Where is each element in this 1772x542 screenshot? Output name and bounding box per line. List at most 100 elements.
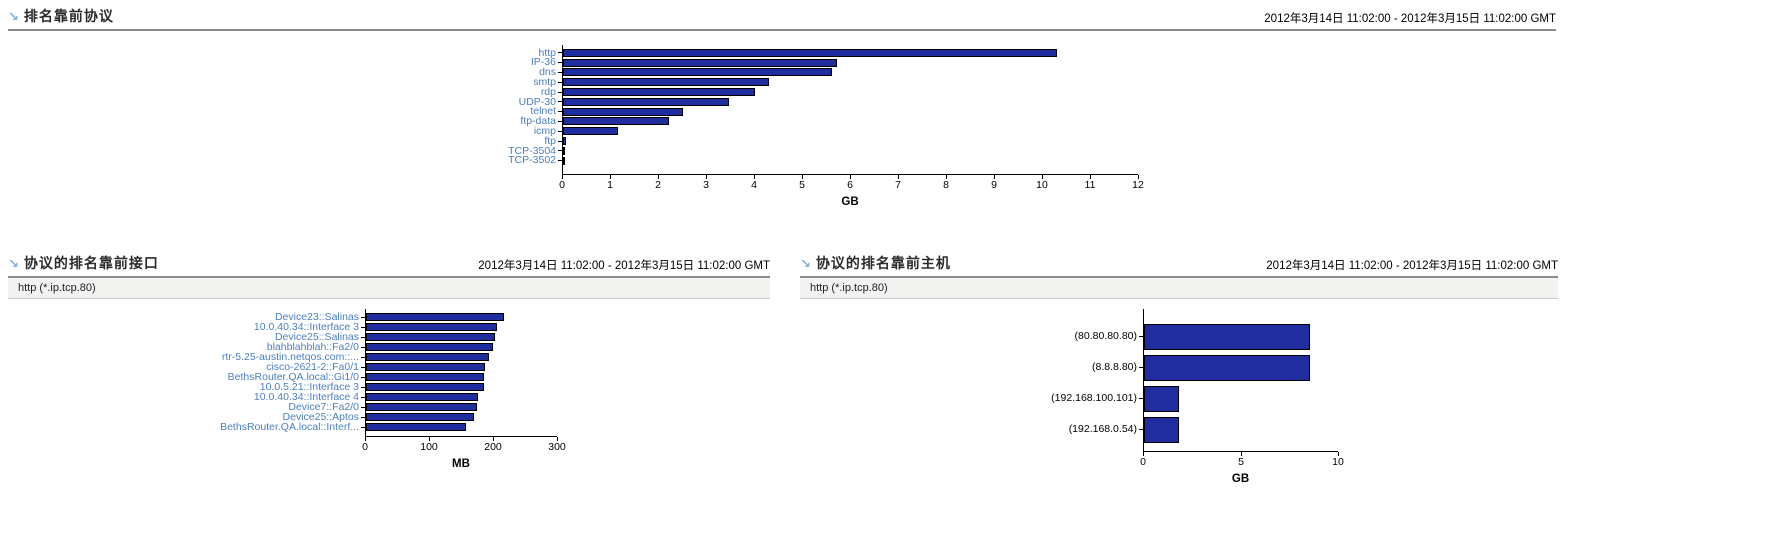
chart-bar[interactable] bbox=[563, 48, 1057, 57]
y-axis-label[interactable]: BethsRouter.QA.local::Interf... bbox=[220, 420, 359, 433]
chart-bar-row bbox=[366, 422, 557, 432]
chart-bar[interactable] bbox=[1144, 385, 1179, 412]
y-axis-tick bbox=[558, 81, 562, 83]
y-axis-label[interactable]: http bbox=[538, 46, 556, 59]
y-axis-label[interactable]: cisco-2621-2::Fa0/1 bbox=[266, 360, 359, 373]
panel-top-hosts: ↘ 协议的排名靠前主机 2012年3月14日 11:02:00 - 2012年3… bbox=[800, 253, 1558, 485]
y-axis-label[interactable]: TCP-3502 bbox=[508, 154, 556, 167]
x-axis-tick bbox=[850, 174, 851, 179]
drilldown-arrow-icon[interactable]: ↘ bbox=[8, 8, 19, 24]
panel-title: 排名靠前协议 bbox=[23, 8, 114, 24]
chart-bar[interactable] bbox=[563, 146, 565, 155]
plot-area bbox=[365, 309, 557, 437]
y-axis-label[interactable]: BethsRouter.QA.local::Gi1/0 bbox=[227, 370, 359, 383]
drilldown-arrow-icon[interactable]: ↘ bbox=[8, 255, 19, 271]
y-axis-label[interactable]: ftp-data bbox=[520, 115, 556, 128]
y-axis-label: (192.168.0.54) bbox=[1068, 423, 1137, 436]
chart-bar-row bbox=[563, 136, 1138, 146]
chart-bar[interactable] bbox=[563, 58, 837, 67]
x-axis: 0 1 2 3 4 5 6 7 8 9 10 11 12 bbox=[559, 174, 1144, 193]
y-axis-label[interactable]: TCP-3504 bbox=[508, 144, 556, 157]
protocol-filter-bar: http (*.ip.tcp.80) bbox=[8, 278, 770, 299]
x-axis-tick-label: 9 bbox=[991, 178, 997, 191]
x-axis-tick-label: 200 bbox=[484, 441, 502, 453]
y-axis-label[interactable]: Device23::Salinas bbox=[274, 310, 359, 323]
panel-title-group: ↘ 协议的排名靠前主机 bbox=[800, 253, 951, 273]
y-axis-label[interactable]: blahblahblah::Fa2/0 bbox=[266, 340, 359, 353]
chart-bar[interactable] bbox=[1144, 354, 1310, 381]
chart-bar[interactable] bbox=[366, 343, 493, 351]
chart-bar[interactable] bbox=[563, 107, 683, 116]
chart-bar[interactable] bbox=[366, 353, 489, 361]
panel-header: ↘ 排名靠前协议 2012年3月14日 11:02:00 - 2012年3月15… bbox=[8, 6, 1556, 31]
plot-area bbox=[562, 45, 1138, 175]
y-axis-tick bbox=[361, 426, 365, 428]
y-axis-label[interactable]: Device25::Aptos bbox=[282, 410, 359, 423]
y-axis-label[interactable]: IP-36 bbox=[530, 56, 556, 69]
x-axis-tick-label: 2 bbox=[655, 178, 661, 191]
x-axis-tick bbox=[610, 174, 611, 179]
chart-row: BethsRouter.QA.local::Gi1/0 bbox=[175, 372, 365, 382]
chart-bar[interactable] bbox=[366, 383, 484, 391]
chart-bar-row bbox=[563, 58, 1138, 68]
chart-bar[interactable] bbox=[366, 313, 504, 321]
chart-row: (192.168.100.101) bbox=[993, 383, 1143, 414]
chart-bar[interactable] bbox=[1144, 323, 1310, 350]
panel-header: ↘ 协议的排名靠前接口 2012年3月14日 11:02:00 - 2012年3… bbox=[8, 253, 770, 278]
y-axis-tick bbox=[361, 396, 365, 398]
chart-row: Device25::Salinas bbox=[175, 332, 365, 342]
chart-row: UDP-30 bbox=[420, 97, 562, 107]
chart-columns: Device23::Salinas 10.0.40.34::Interface 3… bbox=[175, 309, 770, 437]
y-axis-tick bbox=[558, 111, 562, 113]
y-axis-label[interactable]: dns bbox=[539, 66, 556, 79]
chart-bar[interactable] bbox=[366, 333, 495, 341]
chart-bar[interactable] bbox=[366, 423, 466, 431]
chart-bar[interactable] bbox=[1144, 416, 1179, 443]
panel-title: 协议的排名靠前接口 bbox=[23, 255, 159, 271]
y-axis-label[interactable]: 10.0.40.34::Interface 4 bbox=[253, 390, 359, 403]
chart-bar-row bbox=[366, 322, 557, 332]
chart-bar[interactable] bbox=[563, 117, 669, 126]
y-axis-tick bbox=[361, 366, 365, 368]
y-axis-label[interactable]: rtr-5.25-austin.netqos.com::... bbox=[221, 350, 359, 363]
drilldown-arrow-icon[interactable]: ↘ bbox=[800, 255, 811, 271]
y-axis-label[interactable]: ftp bbox=[544, 134, 556, 147]
chart-bar[interactable] bbox=[563, 156, 565, 165]
chart-bar[interactable] bbox=[563, 127, 618, 136]
chart-bar-row bbox=[563, 68, 1138, 78]
chart-bar[interactable] bbox=[563, 78, 769, 87]
chart-row: 10.0.40.34::Interface 4 bbox=[175, 392, 365, 402]
chart-bar[interactable] bbox=[563, 68, 832, 77]
top-protocols-chart: http IP-36 dns smtp rdp UDP-30 telnet ftp-data i… bbox=[420, 45, 1556, 208]
y-axis-label[interactable]: icmp bbox=[533, 125, 556, 138]
chart-bar[interactable] bbox=[366, 403, 477, 411]
y-axis-tick bbox=[558, 101, 562, 103]
chart-bar[interactable] bbox=[366, 413, 474, 421]
chart-row: telnet bbox=[420, 105, 562, 118]
y-axis-labels: http IP-36 dns smtp rdp UDP-30 telnet ftp-data i… bbox=[420, 45, 562, 175]
axis-unit-label: GB bbox=[1231, 473, 1250, 485]
y-axis-label[interactable]: telnet bbox=[530, 105, 556, 118]
y-axis-label[interactable]: smtp bbox=[533, 76, 556, 89]
chart-bar[interactable] bbox=[563, 137, 566, 146]
chart-bar-row bbox=[366, 352, 557, 362]
x-axis-tick bbox=[1338, 452, 1339, 456]
y-axis-tick bbox=[558, 91, 562, 93]
y-axis-label[interactable]: UDP-30 bbox=[518, 95, 556, 108]
chart-bar-row bbox=[563, 107, 1138, 117]
chart-bar[interactable] bbox=[366, 323, 497, 331]
y-axis-label[interactable]: Device7::Fa2/0 bbox=[288, 400, 359, 413]
chart-bar[interactable] bbox=[563, 97, 729, 106]
chart-bar[interactable] bbox=[366, 373, 484, 381]
chart-row: IP-36 bbox=[420, 56, 562, 69]
x-axis-tick bbox=[658, 174, 659, 179]
chart-row: (192.168.0.54) bbox=[993, 414, 1143, 445]
chart-bar[interactable] bbox=[366, 393, 478, 401]
y-axis-label[interactable]: Device25::Salinas bbox=[274, 330, 359, 343]
y-axis-label[interactable]: 10.0.5.21::Interface 3 bbox=[259, 380, 359, 393]
y-axis-label[interactable]: 10.0.40.34::Interface 3 bbox=[253, 320, 359, 333]
chart-bar[interactable] bbox=[366, 363, 485, 371]
y-axis-tick bbox=[361, 336, 365, 338]
y-axis-label[interactable]: rdp bbox=[540, 85, 556, 98]
chart-bar[interactable] bbox=[563, 88, 755, 97]
